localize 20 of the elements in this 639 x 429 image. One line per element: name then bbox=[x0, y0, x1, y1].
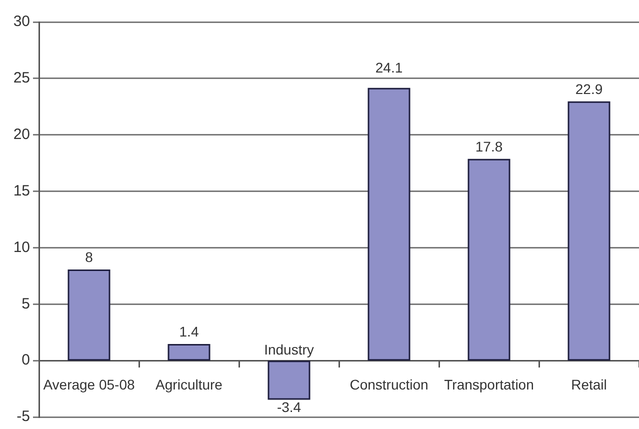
y-tick-label: 0 bbox=[22, 352, 30, 369]
y-tick-label: 20 bbox=[13, 126, 30, 143]
data-label: 1.4 bbox=[179, 324, 199, 340]
x-tick-label: Industry bbox=[264, 341, 314, 358]
data-label: -3.4 bbox=[276, 398, 302, 415]
y-tick-label: 30 bbox=[13, 13, 30, 30]
y-tick-label: 25 bbox=[13, 70, 30, 87]
x-tick-label: Retail bbox=[571, 376, 607, 392]
y-tick-label: 15 bbox=[13, 182, 30, 200]
x-tick-label: Average 05-08 bbox=[43, 376, 136, 392]
x-tick-label: Construction bbox=[350, 376, 428, 392]
data-label: 24.1 bbox=[375, 59, 403, 76]
y-tick-label: -5 bbox=[16, 408, 30, 426]
y-tick-label: 10 bbox=[13, 238, 30, 256]
data-label: 17.8 bbox=[475, 138, 503, 155]
data-label: 22.9 bbox=[575, 80, 603, 97]
x-tick-label: Transportation bbox=[444, 376, 534, 392]
x-tick-label: Agriculture bbox=[156, 376, 223, 392]
data-label: 8 bbox=[85, 249, 94, 266]
y-tick-label: 5 bbox=[22, 295, 30, 312]
